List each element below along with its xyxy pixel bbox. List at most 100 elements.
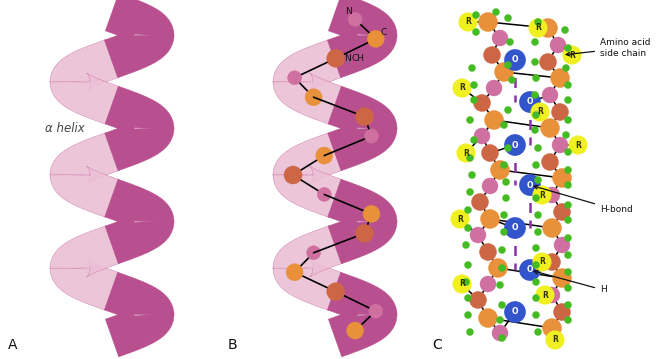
Polygon shape [106,306,174,357]
Circle shape [453,275,471,293]
Text: R: R [539,257,545,266]
Circle shape [497,281,503,289]
Circle shape [533,186,551,204]
Circle shape [307,246,321,260]
Polygon shape [50,133,119,184]
Circle shape [533,253,551,271]
Circle shape [471,81,477,89]
Circle shape [564,117,572,123]
Circle shape [539,53,556,70]
Circle shape [533,261,539,269]
Polygon shape [327,272,397,323]
Polygon shape [105,86,174,137]
Circle shape [564,81,572,89]
Polygon shape [50,226,120,277]
Circle shape [355,108,373,126]
Circle shape [564,45,572,51]
Circle shape [536,286,554,304]
Text: O: O [512,56,518,65]
Circle shape [485,111,503,130]
Circle shape [348,13,362,27]
Text: C: C [432,338,442,352]
Circle shape [550,69,570,88]
Polygon shape [105,120,174,171]
Circle shape [533,162,539,168]
Circle shape [327,283,345,301]
Circle shape [470,227,486,243]
Circle shape [457,144,475,162]
Polygon shape [273,39,342,91]
Circle shape [531,38,539,46]
Text: R: R [459,280,465,289]
Text: O: O [512,224,518,233]
Circle shape [482,178,498,194]
Circle shape [520,260,540,280]
Circle shape [355,224,373,242]
Circle shape [546,331,564,349]
Circle shape [288,71,301,85]
Text: R: R [542,290,548,299]
Circle shape [533,112,539,118]
Circle shape [492,30,508,46]
Circle shape [540,118,560,137]
Circle shape [473,28,479,36]
Circle shape [465,261,471,269]
Text: O: O [527,266,533,275]
Circle shape [347,322,364,339]
Circle shape [465,312,471,318]
Text: R: R [535,23,541,33]
Circle shape [327,49,345,67]
Circle shape [501,162,507,168]
Circle shape [544,253,560,270]
Circle shape [465,224,471,232]
Circle shape [473,11,479,19]
Text: R: R [552,336,558,345]
Circle shape [471,194,489,210]
Circle shape [495,62,513,81]
Circle shape [563,46,581,64]
Circle shape [317,187,331,201]
Circle shape [562,27,568,33]
Text: N: N [345,7,352,16]
Circle shape [554,237,570,253]
Circle shape [509,76,515,84]
Circle shape [562,65,570,71]
Circle shape [499,302,505,308]
Text: R: R [463,149,469,158]
Text: R: R [457,214,463,224]
Circle shape [499,265,505,271]
Polygon shape [104,27,174,78]
Circle shape [467,154,473,162]
Circle shape [520,92,540,112]
Circle shape [520,175,540,195]
Circle shape [471,136,477,144]
Circle shape [535,228,542,236]
Circle shape [453,79,471,97]
Circle shape [465,294,471,302]
Circle shape [564,317,572,323]
Circle shape [483,47,501,64]
Circle shape [489,258,507,278]
Polygon shape [273,133,342,184]
Circle shape [535,211,542,219]
Circle shape [535,19,542,25]
Text: O: O [527,181,533,190]
Circle shape [552,137,568,153]
Text: O: O [512,140,518,149]
Circle shape [542,154,558,171]
Text: H-bond: H-bond [534,186,633,214]
Circle shape [544,187,560,203]
Circle shape [564,182,572,188]
Circle shape [479,13,497,32]
Circle shape [564,252,572,258]
Polygon shape [50,39,119,91]
Circle shape [479,308,497,327]
Text: CH: CH [352,54,365,63]
Polygon shape [273,166,342,217]
Circle shape [533,312,539,318]
Circle shape [505,135,525,155]
Circle shape [463,279,469,285]
Circle shape [499,335,505,341]
Circle shape [531,92,539,98]
Circle shape [505,50,525,70]
